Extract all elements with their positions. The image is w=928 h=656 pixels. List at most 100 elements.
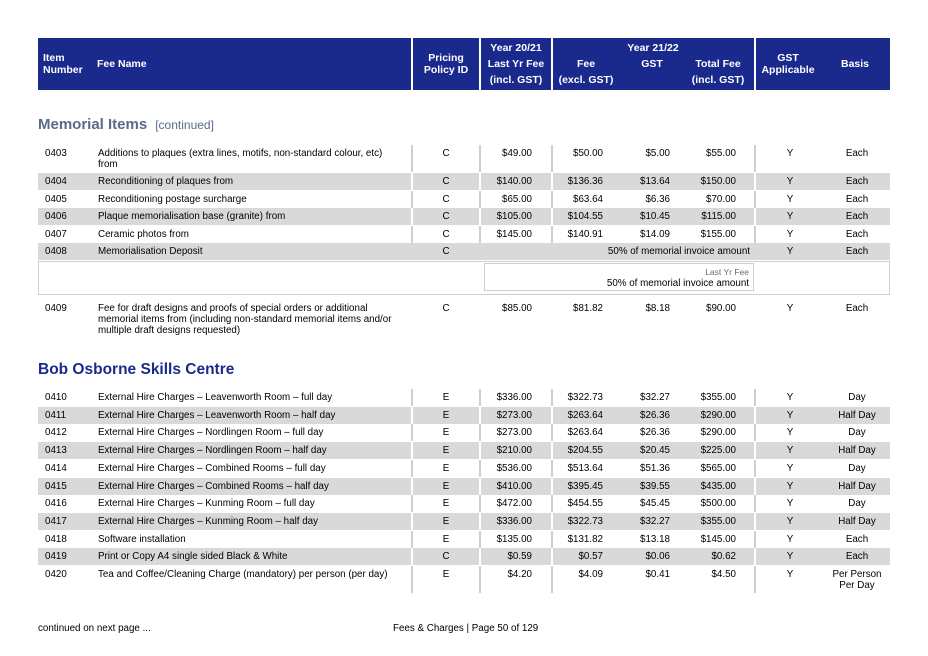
- row-last-yr-fee: $49.00: [502, 148, 532, 159]
- column-divider: [479, 442, 481, 460]
- row-fee-name: Reconditioning of plaques from: [98, 176, 234, 187]
- header-fee-name: Fee Name: [97, 58, 147, 70]
- column-divider: [411, 145, 413, 172]
- column-divider: [754, 442, 756, 460]
- row-total-fee: $500.00: [700, 498, 736, 510]
- row-fee-name: Fee for draft designs and proofs of spec…: [98, 303, 392, 336]
- row-item-number: 0409: [45, 303, 67, 314]
- row-last-yr-fee: $336.00: [496, 515, 532, 527]
- column-divider: [411, 208, 413, 225]
- row-basis: Half Day: [838, 515, 876, 527]
- row-total-fee: $115.00: [701, 211, 736, 222]
- row-policy: C: [442, 551, 450, 563]
- column-divider: [754, 406, 756, 424]
- row-total-fee: $225.00: [700, 445, 736, 457]
- row-fee-name: Ceramic photos from: [98, 229, 189, 240]
- row-last-yr-fee: $336.00: [496, 392, 532, 403]
- row-item-number: 0404: [45, 176, 67, 187]
- row-basis: Per Person Per Day: [832, 569, 882, 591]
- row-gst: $0.06: [645, 551, 670, 563]
- column-divider: [754, 226, 756, 243]
- row-basis: Each: [845, 246, 869, 257]
- row-fee: $136.36: [567, 176, 603, 187]
- column-divider: [754, 424, 756, 442]
- column-divider: [411, 477, 413, 495]
- header-last-yr-fee: Last Yr Fee: [487, 58, 545, 70]
- column-divider: [411, 459, 413, 477]
- column-divider: [479, 566, 481, 593]
- column-divider: [411, 406, 413, 424]
- row-gst-applicable: Y: [786, 515, 794, 527]
- row-fee-name: External Hire Charges – Nordlingen Room …: [98, 445, 327, 457]
- row-item-number: 0411: [45, 409, 67, 421]
- column-divider: [411, 530, 413, 548]
- footer-page-number: Fees & Charges | Page 50 of 129: [393, 623, 539, 634]
- row-basis: Each: [845, 194, 869, 205]
- row-total-fee: $290.00: [700, 427, 736, 439]
- row-last-yr-fee: $0.59: [507, 551, 532, 563]
- column-divider: [411, 173, 413, 190]
- row-policy: C: [442, 194, 450, 205]
- table-row-0409: 0409 Fee for draft designs and proofs of…: [38, 300, 890, 340]
- row-policy: E: [442, 480, 450, 492]
- column-divider: [411, 191, 413, 208]
- row-last-yr-fee: $145.00: [496, 229, 532, 240]
- row-fee-name: Software installation: [98, 533, 186, 545]
- header-incl-gst-prev: (incl. GST): [489, 74, 543, 86]
- row-item-number: 0413: [45, 445, 67, 457]
- row-gst-applicable: Y: [786, 480, 794, 492]
- row-gst: $14.09: [640, 229, 670, 240]
- column-divider: [411, 442, 413, 460]
- section-title-memorial: Memorial Items [continued]: [38, 116, 214, 133]
- row-gst-applicable: Y: [786, 194, 794, 205]
- row-item-number: 0412: [45, 427, 67, 439]
- row-policy: C: [442, 148, 450, 159]
- row-fee: $104.55: [567, 211, 603, 222]
- row-gst: $8.18: [645, 303, 670, 314]
- table-row: 0420 Tea and Coffee/Cleaning Charge (mand…: [38, 566, 890, 593]
- column-divider: [411, 389, 413, 406]
- row-gst: $20.45: [640, 445, 670, 457]
- column-divider: [479, 406, 481, 424]
- row-fee-name: External Hire Charges – Combined Rooms –…: [98, 480, 329, 492]
- row-fee-name: Print or Copy A4 single sided Black & Wh…: [98, 551, 288, 563]
- row-fee-name: External Hire Charges – Nordlingen Room …: [98, 427, 324, 439]
- column-divider: [551, 548, 553, 566]
- row-fee-name: External Hire Charges – Leavenworth Room…: [98, 409, 336, 421]
- table-row: 0415 External Hire Charges – Combined Roo…: [38, 477, 890, 495]
- row-total-fee: $355.00: [700, 392, 736, 403]
- row-policy: E: [442, 392, 450, 403]
- column-divider: [479, 208, 481, 225]
- table-row: 0410 External Hire Charges – Leavenworth …: [38, 389, 890, 406]
- table-row: 0403 Additions to plaques (extra lines, m…: [38, 145, 890, 172]
- row-basis: Each: [845, 533, 869, 545]
- row-basis: Half Day: [838, 445, 876, 457]
- row-gst: $32.27: [640, 515, 670, 527]
- row-gst-applicable: Y: [786, 569, 794, 580]
- column-divider: [754, 512, 756, 530]
- row-gst-applicable: Y: [786, 303, 794, 314]
- row-total-fee: $145.00: [700, 533, 736, 545]
- row-fee: $4.09: [578, 569, 603, 580]
- section-title-bob-osborne: Bob Osborne Skills Centre: [38, 361, 235, 378]
- row-last-yr-fee: $4.20: [507, 569, 532, 580]
- table-row: 0406 Plaque memorialisation base (granite…: [38, 208, 890, 225]
- row-fee: $131.82: [567, 533, 603, 545]
- row-item-number: 0408: [45, 246, 67, 257]
- column-divider: [411, 226, 413, 243]
- row-gst: $32.27: [640, 392, 670, 403]
- row-fee: $322.73: [567, 515, 603, 527]
- row-gst-applicable: Y: [786, 445, 794, 457]
- row-gst-applicable: Y: [786, 211, 794, 222]
- row-fee: $322.73: [567, 392, 603, 403]
- column-divider: [754, 530, 756, 548]
- row-fee-name: Reconditioning postage surcharge: [98, 194, 247, 205]
- header-band-policy: Pricing Policy ID: [413, 38, 479, 90]
- column-divider: [754, 566, 756, 593]
- row-last-yr-fee: $140.00: [496, 176, 532, 187]
- row-gst-applicable: Y: [786, 427, 794, 439]
- section-title-memorial-text: Memorial Items: [38, 116, 148, 133]
- deposit-last-year-area: [38, 261, 890, 295]
- row-gst: $26.36: [640, 427, 670, 439]
